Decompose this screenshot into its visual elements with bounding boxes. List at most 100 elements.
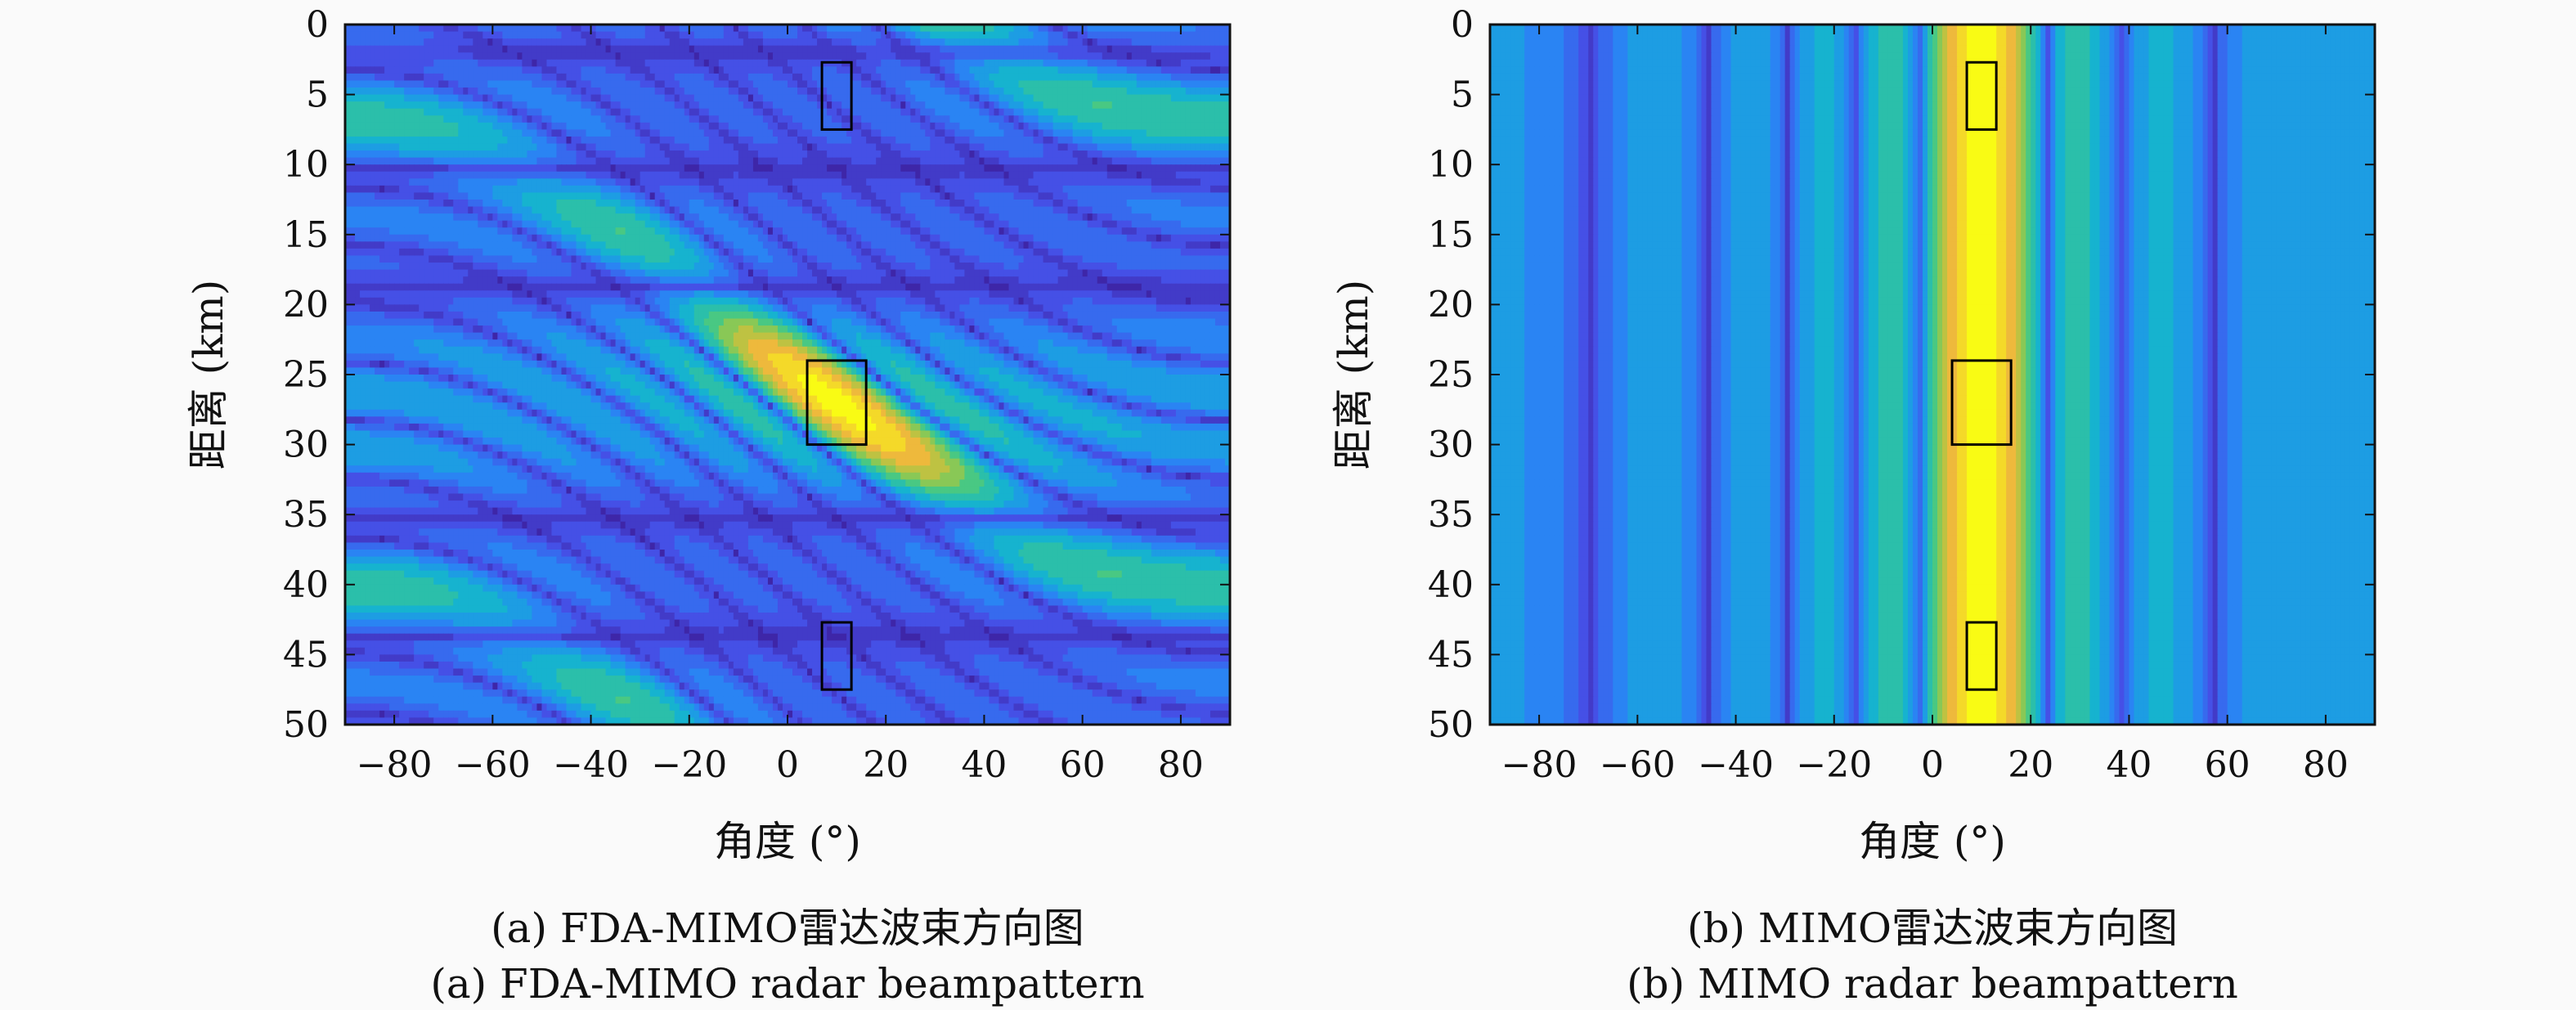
heatmap-cell (591, 38, 597, 46)
heatmap-cell (1093, 46, 1098, 53)
heatmap-cell (487, 46, 493, 53)
heatmap-cell (1196, 52, 1201, 60)
heatmap-cell (959, 46, 965, 53)
heatmap-cell (370, 32, 375, 39)
heatmap-cell (1088, 52, 1093, 60)
heatmap-cell (478, 38, 483, 46)
heatmap-cell (429, 32, 434, 39)
heatmap-cell (1132, 46, 1138, 53)
heatmap-cell (1048, 46, 1054, 53)
heatmap-cell (1039, 46, 1044, 53)
heatmap-cell (606, 32, 612, 39)
heatmap-cell (940, 32, 945, 39)
heatmap-cell (601, 38, 607, 46)
heatmap-cell (743, 46, 749, 53)
heatmap-cell (1093, 32, 1098, 39)
heatmap-cell (360, 52, 366, 60)
heatmap-cell (429, 38, 434, 46)
heatmap-cell (841, 46, 847, 53)
heatmap-cell (665, 46, 671, 53)
heatmap-cell (1102, 46, 1108, 53)
heatmap-cell (920, 32, 926, 39)
heatmap-cell (1024, 32, 1030, 39)
heatmap-cell (684, 38, 690, 46)
heatmap-cell (626, 52, 631, 60)
heatmap-cell (379, 32, 385, 39)
heatmap-cell (482, 32, 488, 39)
heatmap-cell (448, 46, 454, 53)
heatmap-cell (1003, 46, 1009, 53)
heatmap-cell (1137, 52, 1142, 60)
heatmap-cell (974, 38, 980, 46)
heatmap-cell (567, 38, 572, 46)
heatmap-cell (419, 32, 424, 39)
heatmap-cell (763, 32, 769, 39)
heatmap-cell (384, 52, 390, 60)
heatmap-cell (778, 52, 783, 60)
heatmap-cell (611, 38, 617, 46)
heatmap-cell (473, 32, 478, 39)
heatmap-cell (714, 52, 720, 60)
heatmap-cell (517, 46, 523, 53)
heatmap-cell (478, 52, 483, 60)
heatmap-cell (360, 38, 366, 46)
heatmap-cell (773, 52, 779, 60)
heatmap-cell (1039, 38, 1044, 46)
heatmap-cell (1034, 32, 1039, 39)
heatmap-cell (915, 46, 921, 53)
heatmap-cell (920, 46, 926, 53)
heatmap-cell (1019, 32, 1025, 39)
heatmap-cell (527, 52, 532, 60)
heatmap-cell (969, 46, 975, 53)
heatmap-cell (763, 38, 769, 46)
heatmap-cell (1014, 38, 1020, 46)
heatmap-cell (404, 60, 410, 67)
heatmap-cell (370, 38, 375, 46)
heatmap-cell (694, 38, 700, 46)
heatmap-cell (734, 46, 739, 53)
heatmap-cell (910, 32, 916, 39)
heatmap-cell (925, 52, 931, 60)
heatmap-cell (719, 32, 725, 39)
heatmap-cell (355, 38, 361, 46)
heatmap-cell (517, 52, 523, 60)
heatmap-cell (1147, 46, 1152, 53)
heatmap-cell (812, 32, 818, 39)
heatmap-cell (704, 38, 710, 46)
heatmap-cell (1166, 38, 1172, 46)
heatmap-cell (719, 52, 725, 60)
heatmap-cell (1181, 46, 1187, 53)
heatmap-cell (1093, 38, 1098, 46)
heatmap-cell (448, 32, 454, 39)
heatmap-cell (567, 52, 572, 60)
heatmap-cell (541, 46, 547, 53)
heatmap-cell (1132, 32, 1138, 39)
heatmap-cell (812, 46, 818, 53)
heatmap-cell (930, 46, 936, 53)
heatmap-cell (581, 52, 587, 60)
heatmap-cell (994, 38, 999, 46)
heatmap-cell (468, 46, 473, 53)
heatmap-cell (1127, 46, 1133, 53)
heatmap-cell (699, 32, 705, 39)
heatmap-cell (399, 52, 405, 60)
heatmap-cell (1009, 38, 1015, 46)
heatmap-cell (832, 46, 837, 53)
heatmap-cell (631, 32, 636, 39)
heatmap-cell (881, 52, 886, 60)
heatmap-cell (586, 46, 592, 53)
heatmap-cell (837, 52, 842, 60)
heatmap-cell (822, 46, 828, 53)
heatmap-cell (719, 38, 725, 46)
heatmap-cell (448, 38, 454, 46)
heatmap-cell (468, 38, 473, 46)
heatmap-cell (1191, 32, 1196, 39)
heatmap-cell (1083, 46, 1088, 53)
heatmap-cell (399, 46, 405, 53)
heatmap-cell (1097, 32, 1103, 39)
heatmap-cell (399, 38, 405, 46)
heatmap-cell (989, 52, 994, 60)
heatmap-cell (778, 38, 783, 46)
heatmap-cell (954, 38, 960, 46)
heatmap-cell (1043, 38, 1049, 46)
